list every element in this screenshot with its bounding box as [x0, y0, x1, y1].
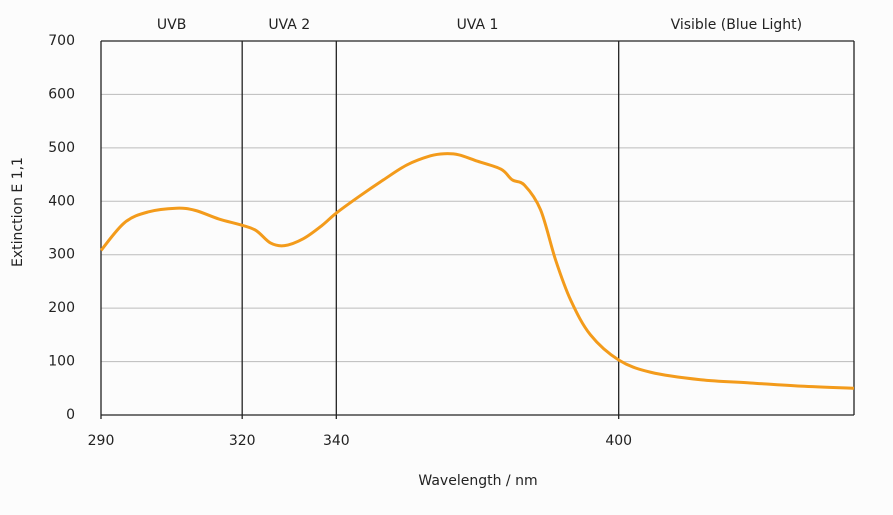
region-label: UVA 1	[457, 17, 499, 33]
region-label: UVB	[157, 17, 186, 33]
x-tick-label: 320	[229, 433, 256, 449]
x-tick-label: 400	[605, 433, 632, 449]
y-tick-label: 0	[66, 407, 75, 423]
y-tick-label: 300	[48, 247, 75, 263]
x-axis-label: Wavelength / nm	[418, 473, 537, 489]
y-tick-label: 700	[48, 33, 75, 49]
data-line	[99, 152, 855, 390]
y-tick-label: 500	[48, 140, 75, 156]
y-tick-label: 100	[48, 354, 75, 370]
x-tick-label: 340	[323, 433, 350, 449]
y-tick-label: 200	[48, 300, 75, 316]
x-tick-label: 290	[88, 433, 115, 449]
y-tick-label: 600	[48, 86, 75, 102]
region-label: Visible (Blue Light)	[671, 17, 802, 33]
y-tick-label: 400	[48, 193, 75, 209]
y-axis-label: Extinction E 1,1	[10, 157, 26, 267]
region-label: UVA 2	[268, 17, 310, 33]
